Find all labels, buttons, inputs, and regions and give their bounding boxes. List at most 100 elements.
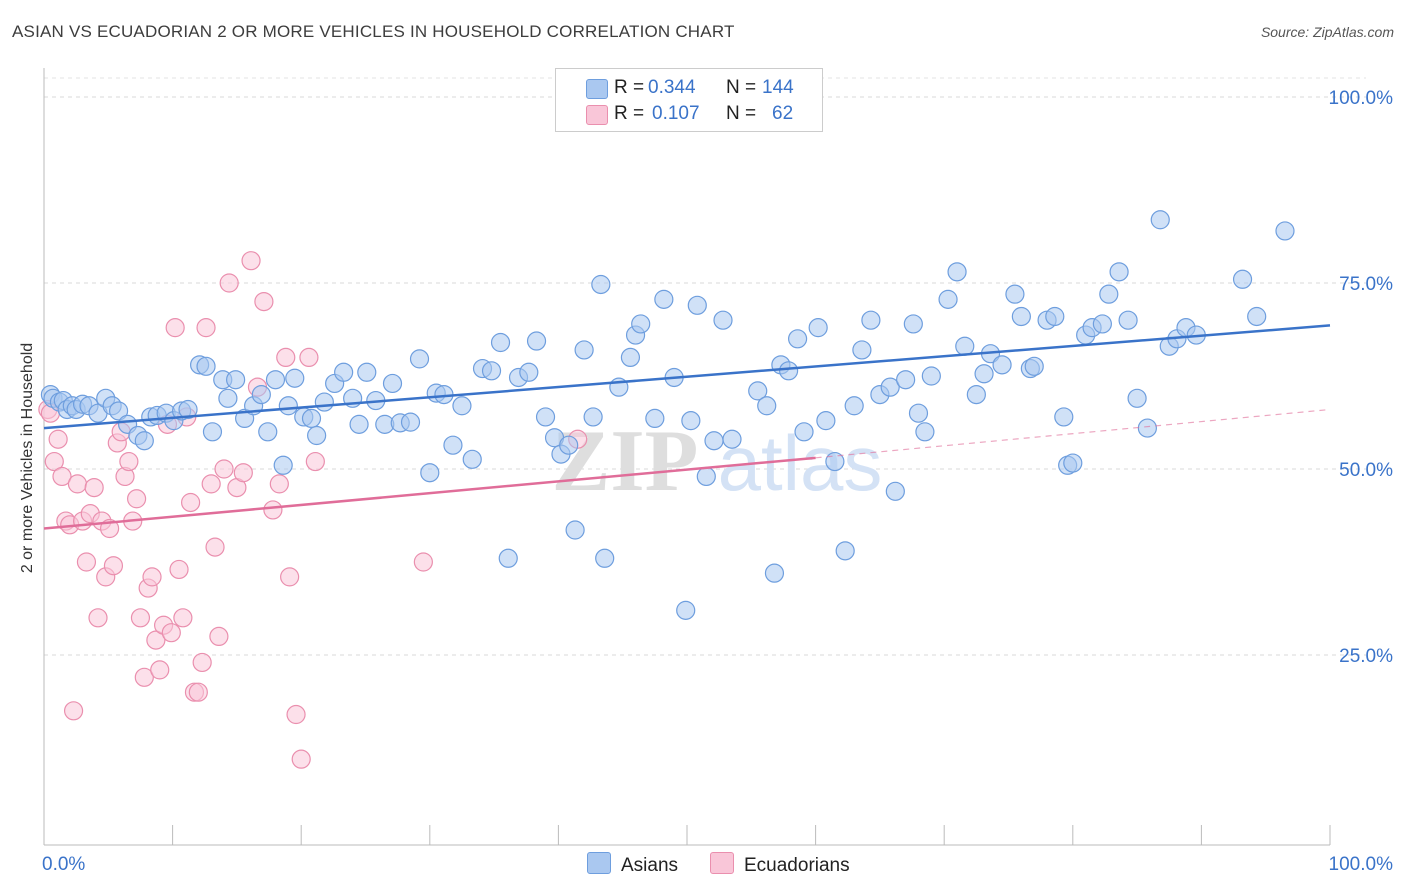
asian-point [947, 262, 967, 282]
x-tick-label: 0.0% [42, 854, 85, 875]
asian-point [713, 310, 733, 330]
ecuadorian-point [67, 474, 88, 494]
asian-point [498, 548, 518, 568]
stats-legend: R = 0.344 N = 144 R = 0.107 N = 62 [555, 68, 823, 132]
ecuadorians-legend-swatch [710, 852, 734, 874]
asian-point [1118, 310, 1138, 330]
asian-point [654, 289, 674, 309]
asian-point [574, 340, 594, 360]
trend-lines [43, 324, 1331, 530]
r-label: R = [614, 77, 645, 98]
asians-swatch [586, 79, 608, 99]
watermark-zip: ZIP [552, 413, 699, 510]
asian-point [273, 455, 293, 475]
asian-point [519, 362, 539, 382]
asian-point [704, 431, 724, 451]
asian-point [861, 310, 881, 330]
asian-point [278, 396, 298, 416]
asian-point [764, 563, 785, 583]
asian-point [1045, 306, 1065, 327]
ecuadorian-point [291, 749, 311, 769]
ecuadorians-trend-extension [815, 408, 1331, 459]
asian-point [896, 370, 916, 390]
asian-point [400, 412, 421, 432]
asian-point [301, 408, 322, 429]
asian-point [992, 355, 1012, 375]
asian-point [787, 329, 808, 349]
ecuadorian-point [150, 660, 170, 680]
ecuadorian-point [192, 652, 212, 673]
ecuadorian-point [52, 466, 72, 487]
asian-point [825, 451, 845, 472]
ecuadorians-legend-label: Ecuadorians [744, 855, 850, 876]
y-tick-label: 100.0% [1329, 88, 1394, 109]
asian-point [778, 361, 799, 381]
asian-point [1247, 306, 1267, 327]
n-value: 144 [762, 77, 794, 98]
data-points [38, 210, 1295, 769]
r-label: R = [614, 103, 645, 124]
asian-point [452, 396, 472, 416]
ecuadorian-point [169, 559, 189, 580]
asian-point [251, 385, 271, 405]
asian-point [420, 463, 440, 483]
asian-point [535, 407, 556, 427]
r-value: 0.107 [652, 103, 700, 124]
asian-point [938, 289, 958, 309]
asian-point [748, 381, 768, 401]
asian-point [852, 340, 872, 360]
ecuadorian-point [276, 347, 296, 367]
asian-point [382, 373, 403, 394]
asian-point [314, 392, 334, 412]
asian-point [357, 362, 377, 382]
asian-point [696, 466, 716, 487]
ecuadorian-point [233, 463, 253, 483]
asian-point [681, 411, 701, 431]
ecuadorian-point [181, 492, 201, 513]
asian-point [645, 408, 665, 429]
source-credit: Source: ZipAtlas.com [1260, 24, 1394, 40]
ecuadorian-point [269, 474, 289, 494]
y-tick-label: 50.0% [1339, 460, 1393, 481]
asian-point [921, 366, 941, 386]
n-label: N = [726, 77, 757, 98]
asian-point [885, 481, 905, 501]
asian-point [631, 314, 651, 334]
asian-point [481, 361, 502, 381]
ecuadorian-point [214, 459, 234, 479]
asian-point [676, 600, 696, 620]
asians-legend-label: Asians [621, 855, 679, 876]
asian-point [202, 422, 223, 442]
asian-point [307, 425, 327, 446]
gridlines [44, 77, 1366, 656]
n-value: 62 [772, 103, 794, 124]
asian-point [1099, 284, 1119, 304]
asian-point [178, 399, 198, 420]
ecuadorian-point [103, 556, 124, 576]
chart-title: ASIAN VS ECUADORIAN 2 OR MORE VEHICLES I… [12, 22, 735, 41]
ecuadorian-point [305, 451, 325, 472]
asian-point [526, 331, 547, 351]
asian-point [134, 431, 154, 451]
ecuadorian-point [173, 608, 193, 628]
asian-point [226, 370, 246, 390]
ecuadorian-point [142, 567, 162, 587]
asian-point [1109, 262, 1129, 282]
asian-point [285, 368, 305, 388]
asian-point [218, 388, 238, 408]
asian-point [349, 414, 369, 434]
asian-point [1127, 388, 1147, 408]
asian-point [722, 429, 742, 449]
ecuadorian-point [63, 701, 84, 721]
asian-point [794, 422, 814, 442]
asians-legend-swatch [587, 852, 611, 874]
ecuadorian-point [130, 608, 151, 628]
asian-point [757, 396, 777, 416]
ecuadorian-point [188, 682, 208, 702]
asian-point [595, 548, 615, 568]
ecuadorian-point [254, 292, 274, 312]
ecuadorians-trend-line [43, 456, 816, 530]
y-tick-label: 25.0% [1339, 646, 1393, 667]
asian-point [108, 401, 129, 421]
